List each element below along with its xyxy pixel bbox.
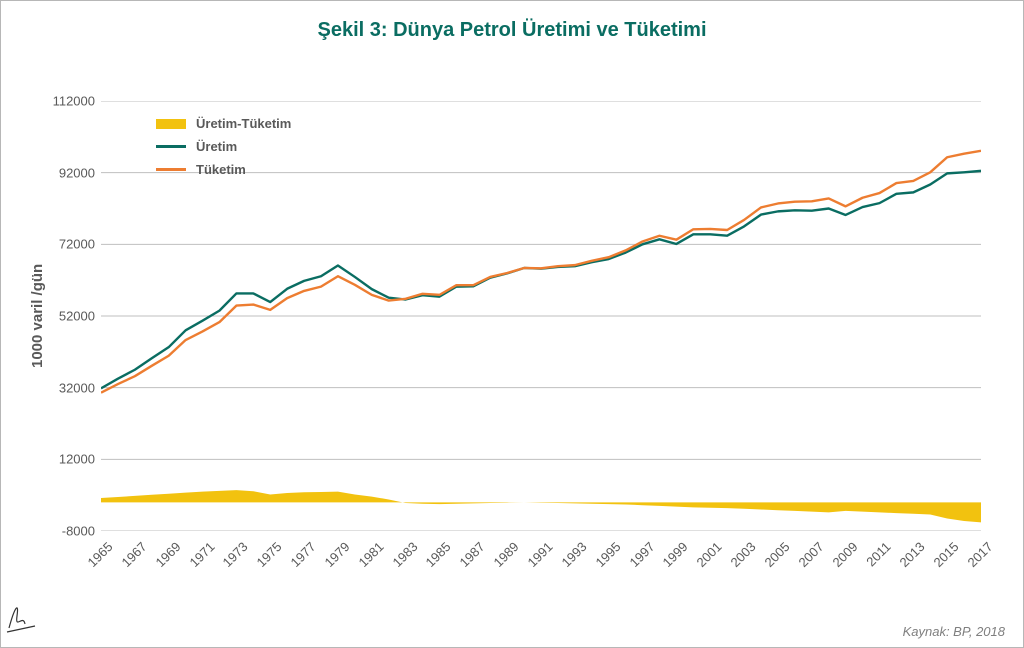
x-tick-label: 2015 — [931, 539, 962, 570]
x-tick-label: 1981 — [355, 539, 386, 570]
x-tick-label: 2017 — [965, 539, 996, 570]
y-tick-label: 32000 — [35, 380, 95, 395]
x-tick-label: 2001 — [694, 539, 725, 570]
legend-swatch — [156, 145, 186, 148]
x-tick-label: 2007 — [795, 539, 826, 570]
x-tick-label: 1987 — [457, 539, 488, 570]
x-tick-label: 1975 — [254, 539, 285, 570]
chart-frame: Şekil 3: Dünya Petrol Üretimi ve Tüketim… — [0, 0, 1024, 648]
legend-item-production: Üretim — [156, 139, 291, 154]
x-tick-label: 1965 — [85, 539, 116, 570]
x-tick-label: 1983 — [389, 539, 420, 570]
legend-item-diff: Üretim-Tüketim — [156, 116, 291, 131]
x-tick-label: 1971 — [186, 539, 217, 570]
x-tick-label: 1973 — [220, 539, 251, 570]
x-tick-label: 1969 — [152, 539, 183, 570]
y-tick-label: -8000 — [35, 524, 95, 539]
y-tick-label: 72000 — [35, 237, 95, 252]
legend-label: Üretim-Tüketim — [196, 116, 291, 131]
x-tick-label: 1977 — [288, 539, 319, 570]
signature-mark — [5, 596, 41, 641]
x-tick-label: 1985 — [423, 539, 454, 570]
y-tick-label: 92000 — [35, 165, 95, 180]
x-tick-label: 1995 — [592, 539, 623, 570]
x-tick-label: 1967 — [118, 539, 149, 570]
legend: Üretim-Tüketim Üretim Tüketim — [156, 116, 291, 185]
x-tick-label: 1991 — [525, 539, 556, 570]
source-text: Kaynak: BP, 2018 — [903, 624, 1005, 639]
y-tick-label: 12000 — [35, 452, 95, 467]
y-tick-label: 52000 — [35, 309, 95, 324]
x-tick-label: 2011 — [864, 539, 894, 569]
x-tick-label: 1993 — [558, 539, 589, 570]
x-tick-label: 1999 — [660, 539, 691, 570]
legend-swatch — [156, 119, 186, 129]
x-tick-label: 2003 — [728, 539, 759, 570]
legend-swatch — [156, 168, 186, 171]
legend-item-consumption: Tüketim — [156, 162, 291, 177]
legend-label: Tüketim — [196, 162, 246, 177]
x-tick-label: 2013 — [897, 539, 928, 570]
legend-label: Üretim — [196, 139, 237, 154]
y-tick-label: 112000 — [35, 94, 95, 109]
chart-title: Şekil 3: Dünya Petrol Üretimi ve Tüketim… — [1, 19, 1023, 42]
x-tick-label: 1979 — [321, 539, 352, 570]
series-line-consumption — [101, 151, 981, 393]
x-tick-label: 2005 — [761, 539, 792, 570]
x-tick-label: 1997 — [626, 539, 657, 570]
x-tick-label: 2009 — [829, 539, 860, 570]
series-area-diff — [101, 490, 981, 522]
x-tick-label: 1989 — [491, 539, 522, 570]
